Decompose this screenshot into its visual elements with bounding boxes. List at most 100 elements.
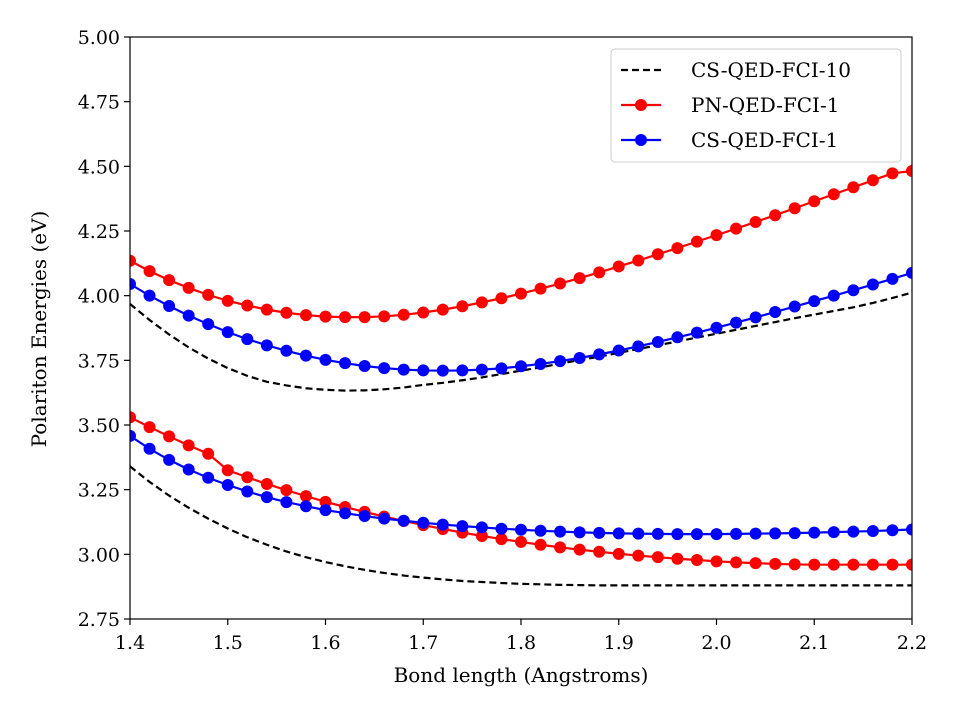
data-point	[475, 296, 488, 309]
legend-item: CS-QED-FCI-1	[621, 128, 838, 152]
data-point	[475, 363, 488, 376]
legend-marker	[635, 134, 647, 146]
data-point	[241, 333, 254, 346]
series-line-lower	[130, 434, 912, 536]
data-point	[886, 272, 899, 285]
data-point	[827, 188, 840, 201]
data-point	[299, 500, 312, 513]
data-point	[906, 558, 912, 571]
x-tick-label: 1.6	[310, 632, 340, 654]
data-point	[417, 306, 430, 319]
data-point	[515, 523, 527, 536]
data-point	[886, 558, 899, 571]
x-tick-label: 1.4	[115, 632, 145, 654]
data-point	[319, 310, 332, 323]
series-cs-qed-fci-1	[130, 266, 912, 541]
legend-item: PN-QED-FCI-1	[621, 93, 839, 117]
data-point	[730, 556, 743, 569]
data-point	[397, 363, 410, 376]
data-point	[358, 360, 371, 373]
data-point	[358, 510, 371, 523]
data-point	[573, 352, 586, 365]
data-point	[339, 357, 352, 370]
data-point	[260, 477, 273, 490]
data-point	[808, 526, 821, 539]
x-tick-label: 1.7	[408, 632, 438, 654]
data-point	[690, 554, 703, 567]
data-point	[280, 496, 293, 509]
series-line-upper	[130, 271, 912, 372]
data-point	[299, 349, 312, 362]
legend: CS-QED-FCI-10 PN-QED-FCI-1 CS-QED-FCI-1	[610, 48, 902, 163]
data-point	[163, 430, 176, 443]
data-point	[130, 429, 136, 442]
series-line-lower	[130, 465, 912, 587]
data-point	[808, 558, 821, 571]
y-tick-label: 4.25	[78, 221, 120, 243]
data-point	[436, 364, 449, 377]
data-point	[827, 526, 840, 539]
data-point	[769, 209, 782, 222]
y-tick-label: 2.75	[78, 609, 120, 631]
data-point	[749, 311, 762, 324]
data-point	[730, 222, 743, 235]
data-point	[671, 552, 684, 565]
data-point	[827, 289, 840, 302]
data-point	[397, 308, 410, 321]
legend-box	[610, 48, 902, 163]
data-point	[534, 282, 547, 295]
data-point	[475, 529, 488, 542]
data-point	[769, 557, 782, 570]
data-point	[436, 303, 449, 316]
data-point	[417, 364, 430, 377]
data-point	[730, 316, 743, 329]
y-tick-label: 3.25	[78, 480, 120, 502]
data-point	[847, 525, 860, 538]
data-point	[280, 484, 293, 497]
data-point	[866, 558, 879, 571]
y-tick-label: 3.75	[78, 350, 120, 372]
data-point	[182, 309, 195, 322]
data-point	[280, 306, 293, 319]
x-tick-label: 1.9	[604, 632, 634, 654]
y-tick-label: 3.50	[78, 415, 120, 437]
data-point	[632, 527, 645, 540]
data-point	[241, 485, 254, 498]
data-point	[847, 181, 860, 194]
x-tick-label: 2.2	[897, 632, 927, 654]
data-point	[475, 521, 488, 534]
data-point	[690, 235, 703, 248]
data-point	[710, 555, 723, 568]
data-point	[456, 364, 469, 377]
data-point	[202, 288, 215, 301]
data-point	[495, 292, 508, 305]
data-point	[827, 558, 840, 571]
data-point	[769, 527, 782, 540]
x-tick-label: 1.8	[506, 632, 536, 654]
data-point	[612, 527, 625, 540]
series-cs-qed-fci-10	[130, 291, 912, 587]
y-tick-label: 3.00	[78, 544, 120, 566]
data-point	[143, 421, 156, 434]
data-point	[515, 287, 527, 300]
data-point	[534, 524, 547, 537]
data-point	[632, 340, 645, 353]
data-point	[788, 527, 801, 540]
data-point	[906, 523, 912, 536]
data-point	[221, 294, 234, 307]
y-tick-label: 4.00	[78, 286, 120, 308]
data-point	[280, 344, 293, 357]
data-point	[866, 278, 879, 291]
data-point	[671, 331, 684, 344]
data-point	[554, 277, 567, 290]
data-point	[612, 547, 625, 560]
data-point	[319, 495, 332, 508]
legend-label: CS-QED-FCI-10	[691, 58, 851, 82]
data-point	[221, 479, 234, 492]
y-tick-label: 5.00	[78, 27, 120, 49]
data-point	[163, 453, 176, 466]
data-point	[847, 284, 860, 297]
data-point	[788, 300, 801, 313]
data-point	[749, 215, 762, 228]
